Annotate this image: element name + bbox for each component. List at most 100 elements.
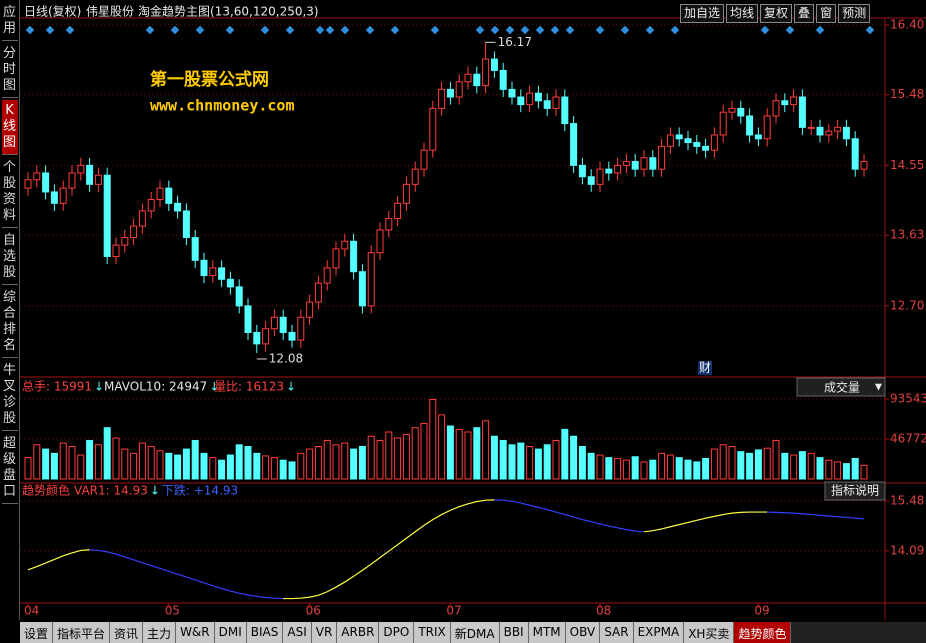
candle-body [200, 259, 208, 276]
toolbar-button[interactable]: 预测 [838, 4, 871, 23]
indicator-tab[interactable]: DMI [214, 622, 247, 643]
sidebar-item[interactable]: 综合排名 [1, 287, 18, 358]
indicator-tab[interactable]: 趋势颜色 [734, 622, 792, 643]
candle-body [332, 248, 340, 269]
volume-bar [446, 425, 454, 480]
indicator-tab[interactable]: ASI [283, 622, 312, 643]
candle-body [262, 328, 270, 345]
y-tick-label: 12.70 [890, 298, 924, 312]
volume-bar [279, 459, 287, 480]
toolbar-button[interactable]: 复权 [760, 4, 793, 23]
signal-diamond [340, 25, 350, 35]
candle-body [77, 164, 85, 174]
y-tick-label: 13.63 [890, 228, 924, 242]
sidebar-item[interactable]: 自选股 [1, 230, 18, 285]
candle-body [314, 282, 322, 303]
selector-box[interactable] [796, 377, 886, 397]
volume-bar [693, 461, 701, 480]
x-tick-label: 04 [24, 604, 39, 618]
candle-body [719, 111, 727, 136]
indicator-tab[interactable]: VR [311, 622, 338, 643]
indicator-line [283, 499, 495, 600]
help-button[interactable]: 指标说明 [831, 483, 879, 498]
signal-diamond [285, 25, 295, 35]
indicator-tab[interactable]: BBI [499, 622, 529, 643]
volume-bar [429, 398, 437, 480]
candle-body [420, 149, 428, 170]
candle-body [543, 100, 551, 109]
volume-bar [763, 447, 771, 480]
sidebar-item[interactable]: K线图 [1, 100, 18, 155]
help-box[interactable] [824, 481, 886, 501]
header-arrow: ↓ [209, 380, 219, 394]
toolbar-button[interactable]: 窗 [816, 4, 837, 23]
indicator-tab[interactable]: ARBR [337, 622, 380, 643]
signal-diamond [260, 25, 270, 35]
indicator-tab[interactable]: OBV [565, 622, 601, 643]
toolbar-button[interactable]: 均线 [726, 4, 759, 23]
volume-bar [297, 452, 305, 480]
candle-body [350, 240, 358, 273]
candle-body [798, 96, 806, 128]
volume-bar [587, 452, 595, 480]
indicator-tab[interactable]: BIAS [246, 622, 284, 643]
sidebar-item[interactable]: 应用 [1, 2, 18, 41]
candle-body [754, 134, 762, 140]
candle-body [693, 142, 701, 147]
signal-diamond [390, 25, 400, 35]
sidebar-item[interactable]: 个股资料 [1, 157, 18, 228]
candle-body [209, 267, 217, 276]
y-tick-label: 15.48 [890, 493, 924, 507]
indicator-tab[interactable]: 资讯 [110, 622, 144, 643]
volume-bar [702, 457, 710, 480]
volume-bar [156, 450, 164, 480]
candle-body [464, 73, 472, 83]
candle-body [473, 73, 481, 87]
signal-diamond [365, 25, 375, 35]
watermark-url: www.chnmoney.com [150, 97, 295, 115]
candle-body [499, 69, 507, 90]
candle-body [490, 58, 498, 71]
indicator-tab[interactable]: SAR [600, 622, 634, 643]
header-arrow: ↓ [150, 484, 160, 498]
volume-bar [77, 454, 85, 480]
volume-bar [182, 448, 190, 480]
volume-bar [622, 459, 630, 480]
candle-body [130, 225, 138, 239]
indicator-tab[interactable]: EXPMA [633, 622, 685, 643]
volume-bar [341, 442, 349, 480]
indicator-tab[interactable]: DPO [379, 622, 415, 643]
candle-body [570, 123, 578, 166]
signal-diamond [475, 25, 485, 35]
sidebar-item[interactable]: 牛叉诊股 [1, 360, 18, 431]
toolbar-button[interactable]: 叠 [794, 4, 815, 23]
candle-body [596, 168, 604, 185]
volume-bar [508, 444, 516, 480]
indicator-tab[interactable]: MTM [528, 622, 566, 643]
indicator-tab[interactable]: W&R [176, 622, 215, 643]
x-tick-label: 06 [306, 604, 321, 618]
candle-body [605, 168, 613, 174]
sidebar-item[interactable]: 超级盘口 [1, 433, 18, 504]
min-annotation: 12.08 [269, 351, 303, 365]
candle-body [763, 115, 771, 140]
x-tick-label: 08 [596, 604, 611, 618]
toolbar-button[interactable]: 加自选 [680, 4, 725, 23]
candle-body [860, 161, 868, 170]
volume-bar [482, 420, 490, 480]
indicator-tab[interactable]: TRIX [414, 622, 451, 643]
period-label: 日线(复权) [24, 5, 81, 19]
indicator-tab[interactable]: 设置 [20, 622, 54, 643]
volume-bar [288, 461, 296, 480]
indicator-tab[interactable]: 新DMA [450, 622, 500, 643]
candle-body [772, 100, 780, 117]
volume-bar [614, 457, 622, 480]
volume-selector[interactable]: 成交量 [824, 380, 860, 395]
indicator-tab[interactable]: 指标平台 [53, 622, 111, 643]
indicator-tab[interactable]: 主力 [143, 622, 177, 643]
indicator-line [27, 549, 90, 571]
candle-body [394, 202, 402, 220]
indicator-tab[interactable]: XH买卖 [684, 622, 735, 643]
volume-bar [455, 428, 463, 480]
sidebar-item[interactable]: 分时图 [1, 43, 18, 98]
